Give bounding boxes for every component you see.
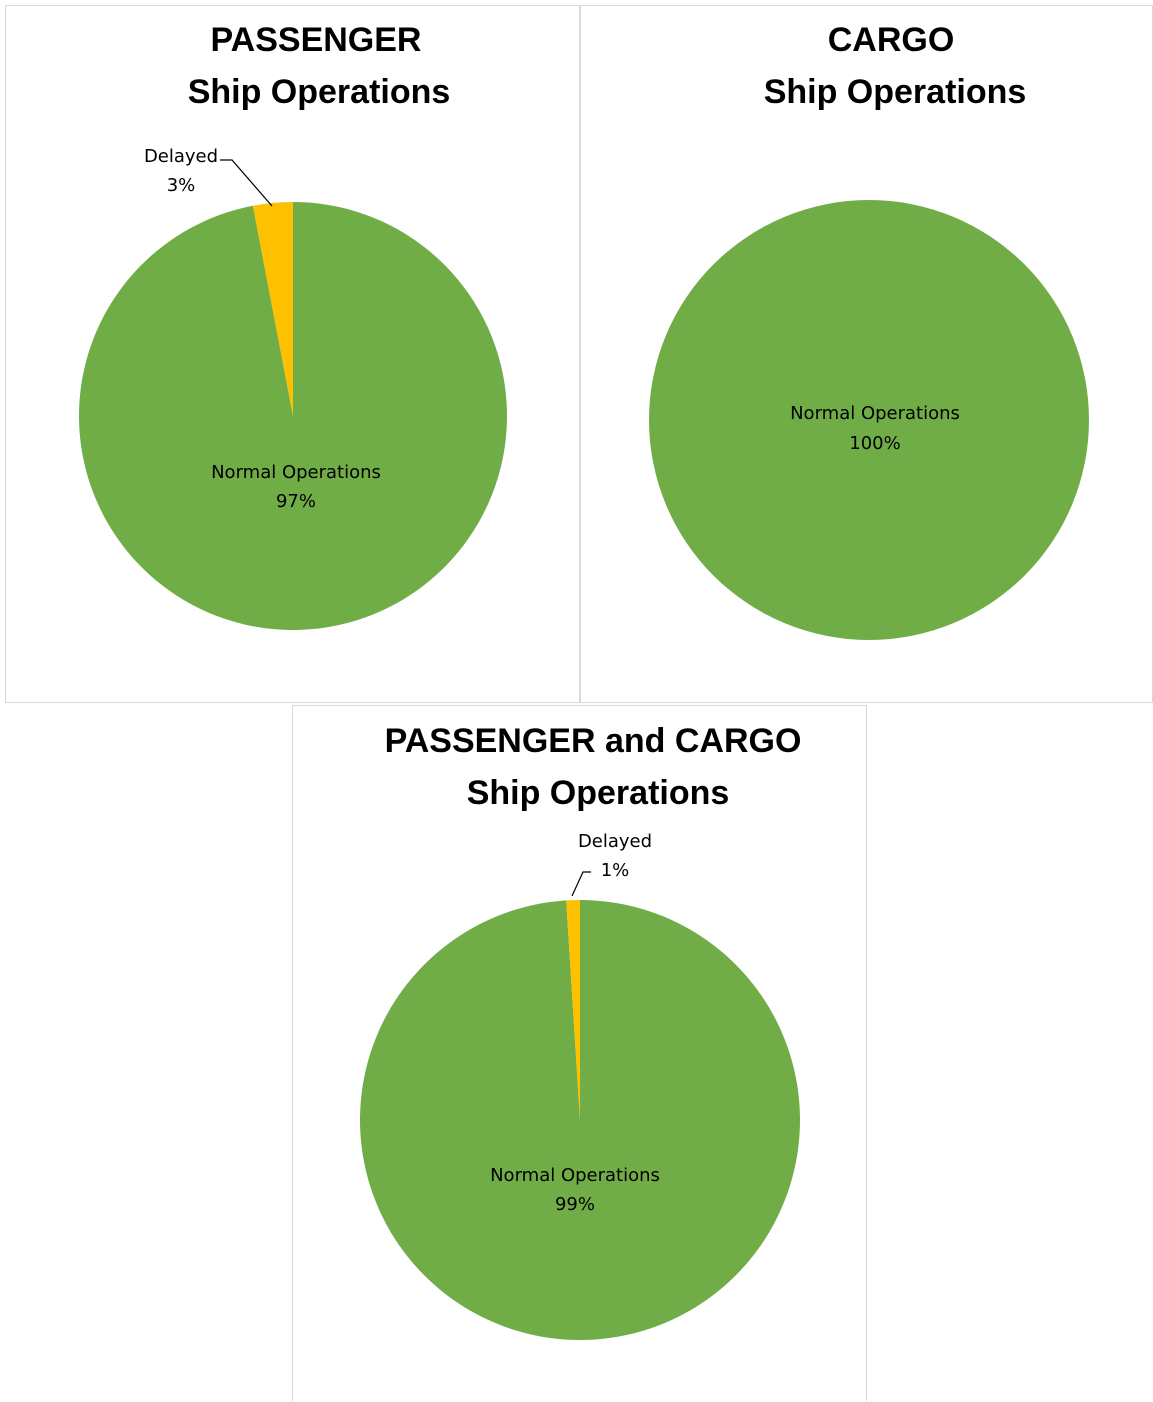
passenger-pie-chart: PASSENGER Ship Operations Delayed 3% Nor… [78,21,507,630]
normal-operations-percent: 99% [555,1194,595,1215]
delayed-percent: 3% [167,175,196,196]
delayed-leader-line [571,871,591,897]
cargo-pie-chart-panel: CARGO Ship Operations Normal Operations … [580,5,1153,703]
pie-slice-delayed [252,202,293,416]
delayed-leader-line [220,159,273,207]
normal-operations-percent: 100% [849,433,900,454]
passenger-and-cargo-pie-chart-panel: PASSENGER and CARGO Ship Operations Dela… [292,705,867,1401]
chart-title-line-1: PASSENGER [211,21,422,59]
passenger-and-cargo-pie-chart: PASSENGER and CARGO Ship Operations Dela… [359,722,802,1340]
normal-operations-label: Normal Operations [211,462,381,483]
chart-title-line-1: CARGO [828,21,955,59]
chart-title-line-2: Ship Operations [764,73,1027,111]
delayed-percent: 1% [601,860,630,881]
pie-slice-normal-operations [359,900,800,1340]
chart-title-line-2: Ship Operations [188,73,451,111]
pie-slice-delayed [566,900,580,1120]
passenger-pie-chart-panel: PASSENGER Ship Operations Delayed 3% Nor… [5,5,580,703]
normal-operations-percent: 97% [276,491,316,512]
chart-title-line-2: Ship Operations [467,774,730,812]
pie-slice-normal-operations [78,202,507,630]
chart-title-line-1: PASSENGER and CARGO [385,722,802,760]
normal-operations-label: Normal Operations [790,403,960,424]
delayed-label: Delayed [144,146,218,167]
cargo-pie-chart: CARGO Ship Operations Normal Operations … [649,21,1089,640]
pie-slice-normal-operations [649,200,1089,640]
normal-operations-label: Normal Operations [490,1165,660,1186]
delayed-label: Delayed [578,831,652,852]
